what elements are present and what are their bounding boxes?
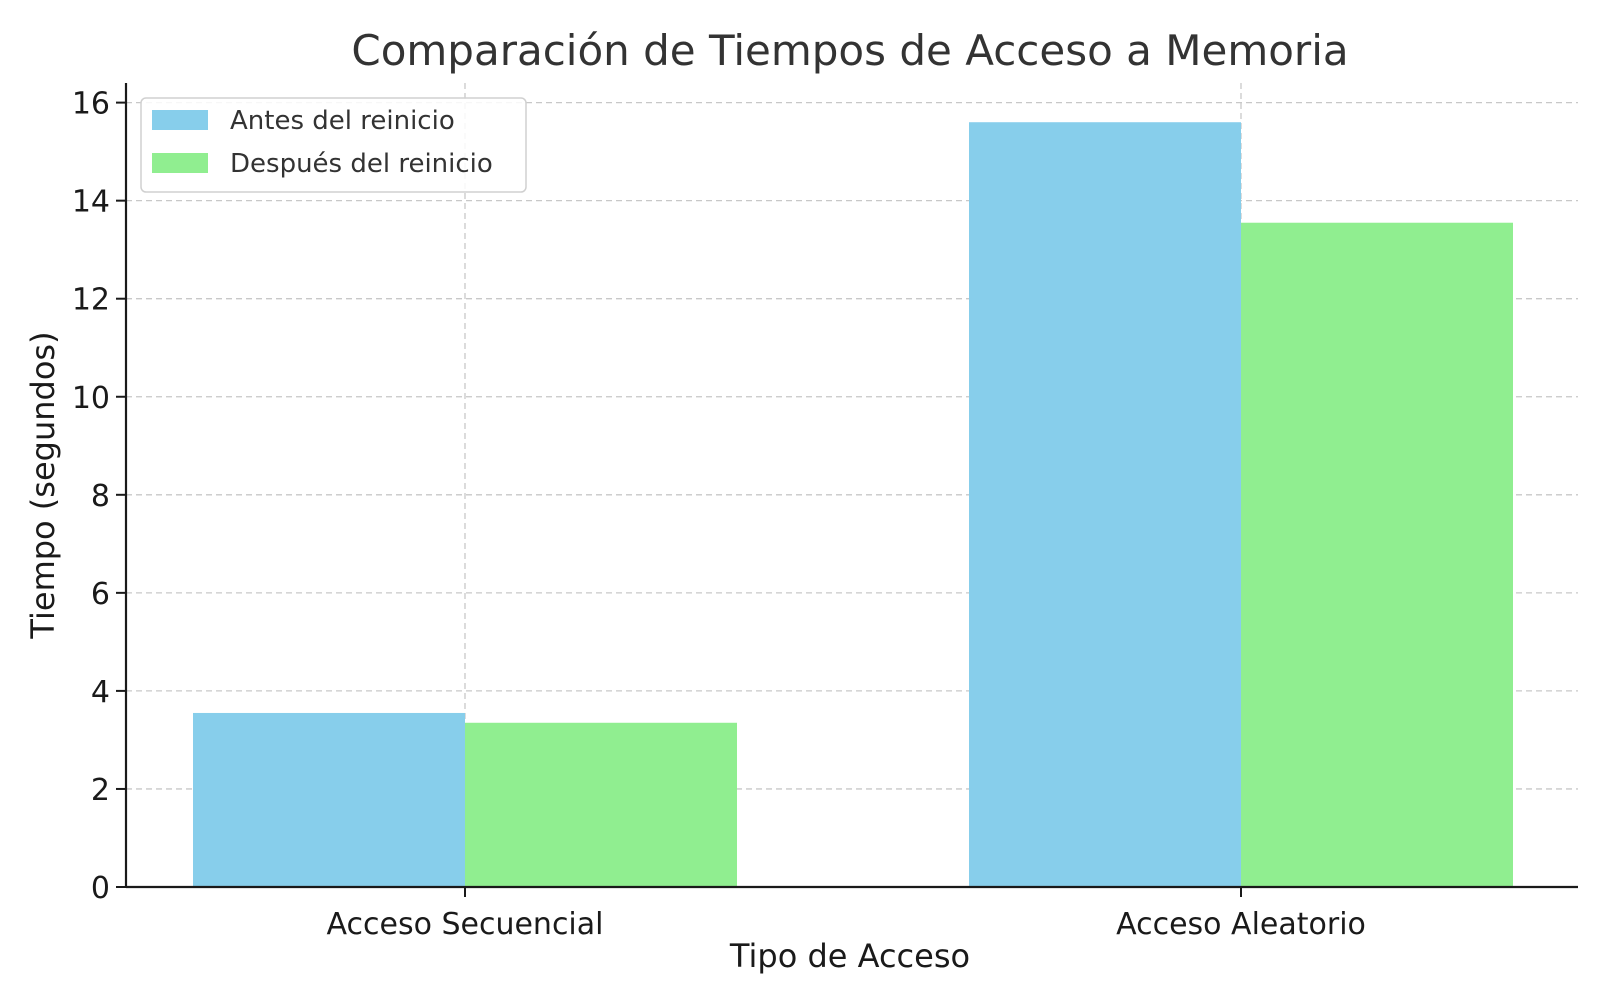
- legend-box: [140, 97, 527, 193]
- y-tick-label: 8: [91, 479, 110, 514]
- x-tick-label: Acceso Aleatorio: [1116, 907, 1366, 942]
- y-axis-label: Tiempo (segundos): [24, 331, 62, 639]
- y-tick-label: 4: [91, 675, 110, 710]
- legend-swatch: [152, 110, 208, 130]
- x-axis-label: Tipo de Acceso: [729, 937, 970, 975]
- axes: [124, 83, 1578, 889]
- y-tick-label: 12: [72, 283, 110, 318]
- x-tick-label: Acceso Secuencial: [327, 907, 604, 942]
- bar-antes-0: [193, 712, 465, 887]
- bars: [193, 122, 1513, 888]
- y-tick-label: 6: [91, 577, 110, 612]
- y-tick-label: 14: [72, 185, 110, 220]
- y-tick-label: 0: [91, 871, 110, 906]
- legend-label: Después del reinicio: [230, 149, 493, 179]
- y-tick-label: 2: [91, 773, 110, 808]
- legend-label: Antes del reinicio: [230, 106, 455, 136]
- bar-antes-1: [969, 122, 1241, 888]
- bar-despues-1: [1241, 222, 1513, 888]
- legend: Antes del reinicio Después del reinicio: [140, 97, 527, 193]
- y-tick-label: 10: [72, 381, 110, 416]
- bar-despues-0: [465, 722, 737, 887]
- y-ticks: 0 2 4 6 8 10 12 14 16: [72, 87, 126, 906]
- chart-title: Comparación de Tiempos de Acceso a Memor…: [351, 26, 1348, 75]
- legend-swatch: [152, 153, 208, 173]
- x-ticks: Acceso Secuencial Acceso Aleatorio: [327, 887, 1366, 942]
- y-tick-label: 16: [72, 87, 110, 122]
